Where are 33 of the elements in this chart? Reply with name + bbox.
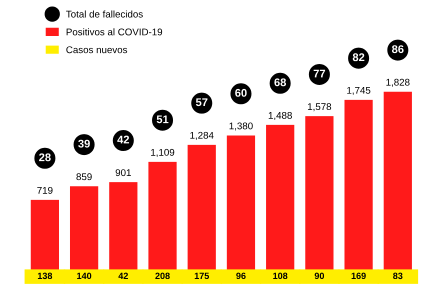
text: 82 <box>352 53 364 62</box>
data-label: 1,578 <box>308 103 332 112</box>
text: 208 <box>155 272 170 280</box>
data-label: 1,745 <box>347 86 370 95</box>
annotation: 28 <box>39 153 51 162</box>
text: Total de fallecidos <box>66 10 143 18</box>
text: Casos nuevos <box>66 46 128 54</box>
text: 90 <box>314 272 324 280</box>
text: 77 <box>314 70 326 78</box>
data-label: 1,109 <box>151 148 174 157</box>
legend-label: Positivos al COVID-19 <box>66 28 162 36</box>
data-label: 1,488 <box>268 112 292 120</box>
text: 68 <box>274 78 286 86</box>
text: 140 <box>77 272 92 280</box>
text: 108 <box>273 272 288 280</box>
data-label: 1,284 <box>190 132 214 140</box>
data-label: 901 <box>116 169 131 176</box>
annotation: 39 <box>78 140 90 148</box>
annotation: 51 <box>156 115 168 124</box>
annotation: 42 <box>117 136 130 144</box>
data-label: 1,380 <box>230 122 253 131</box>
annotation: 57 <box>196 98 208 106</box>
annotation: 60 <box>235 88 247 97</box>
data-label: 1,828 <box>386 78 410 87</box>
text: 175 <box>194 272 210 280</box>
text: 86 <box>392 45 404 54</box>
text: 83 <box>393 272 403 280</box>
text: 169 <box>352 272 366 280</box>
data-label: 719 <box>37 186 53 194</box>
text: 138 <box>38 272 52 280</box>
data-label: 859 <box>76 173 92 180</box>
text: 42 <box>118 272 128 279</box>
text: 96 <box>236 272 246 280</box>
